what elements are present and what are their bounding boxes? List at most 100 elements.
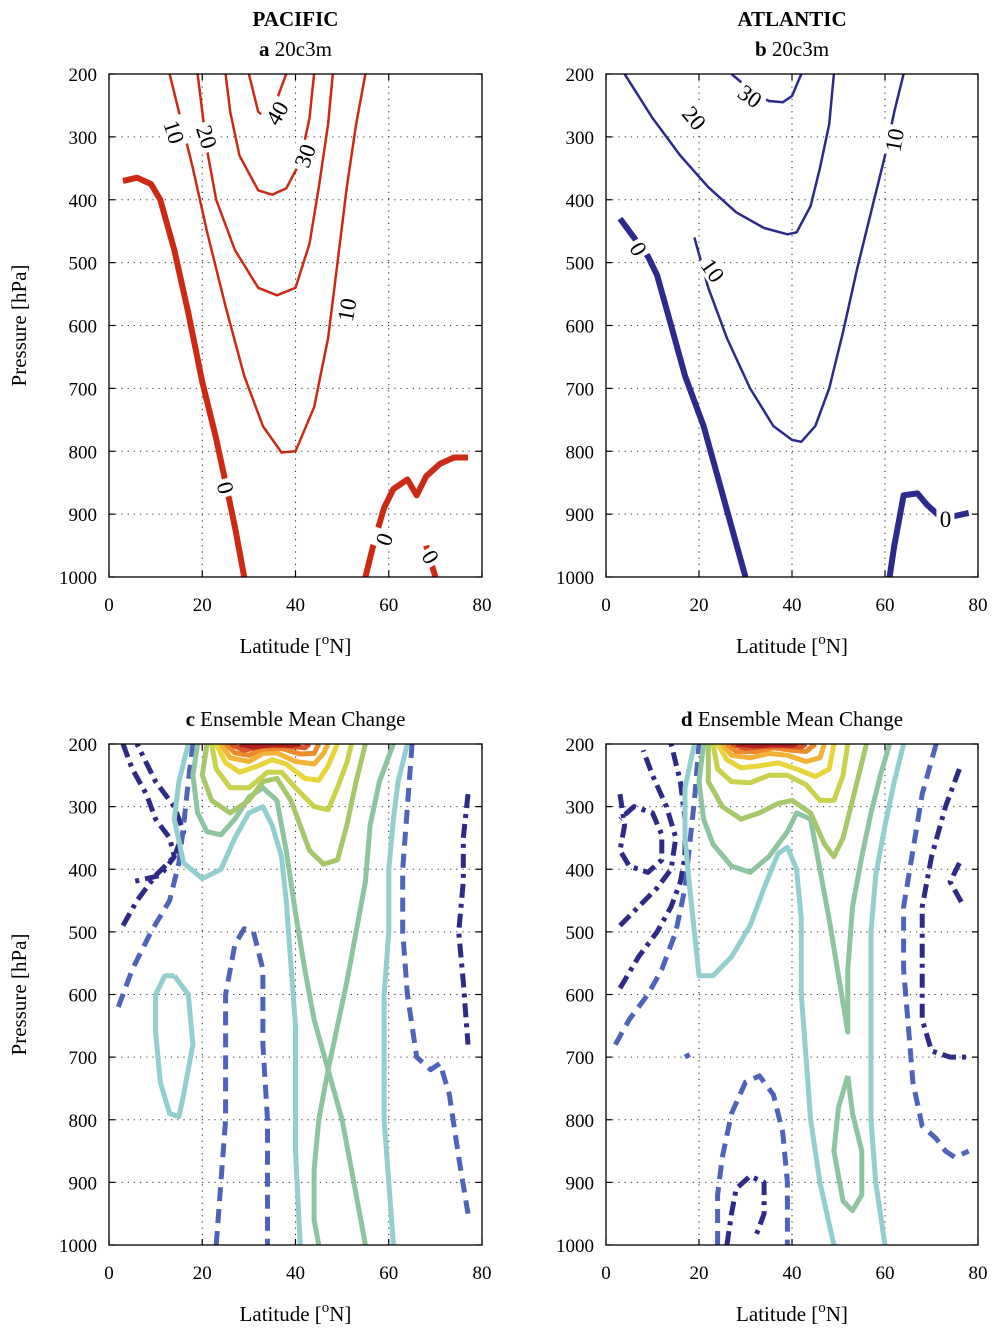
contour-label: 30 <box>731 76 770 114</box>
y-tick-label: 800 <box>566 442 595 463</box>
y-tick-label: 200 <box>69 735 98 756</box>
contour-label-halo <box>936 506 955 531</box>
x-tick-label: 20 <box>193 1263 212 1284</box>
contour-line-pos1 <box>868 744 907 1245</box>
contour-label: 20 <box>676 98 714 137</box>
x-axis-label: Latitude [oN] <box>240 1300 352 1326</box>
y-tick-label: 500 <box>566 923 595 944</box>
panel-letter: d <box>681 707 693 731</box>
contour-line-neg3 <box>617 744 688 990</box>
contour-line-pos1 <box>682 744 837 1245</box>
panel-subtitle-text: 20c3m <box>270 37 332 61</box>
x-tick-label: 0 <box>601 595 611 616</box>
x-tick-label: 80 <box>473 1263 492 1284</box>
contour-label-text: 40 <box>261 97 294 129</box>
x-axis-label-text: Latitude [ <box>240 634 322 658</box>
x-axis-label-text: Latitude [ <box>736 634 818 658</box>
y-tick-label: 800 <box>69 1111 98 1132</box>
panel-subtitle-text: Ensemble Mean Change <box>693 707 904 731</box>
contour-label: 10 <box>878 122 909 157</box>
contour-label-halo <box>331 292 361 327</box>
contour-line-pos2 <box>696 744 892 1035</box>
y-tick-label: 400 <box>69 191 98 212</box>
y-tick-label: 800 <box>69 442 98 463</box>
x-tick-label: 40 <box>783 1263 802 1284</box>
x-tick-label: 80 <box>473 595 492 616</box>
contour-line-pos6 <box>720 744 827 764</box>
contour-label-halo <box>191 118 224 155</box>
region-title: PACIFIC <box>253 7 339 31</box>
contour-label: 40 <box>258 93 294 132</box>
y-tick-label: 300 <box>69 128 98 149</box>
contour-label: 10 <box>331 292 362 327</box>
y-axis-label: Pressure [hPa] <box>7 934 31 1056</box>
y-tick-label: 1000 <box>59 568 97 589</box>
contour-line-pos3 <box>199 744 368 867</box>
y-tick-label: 600 <box>566 986 595 1007</box>
contour-line-neg2 <box>613 744 702 1046</box>
x-axis-label-sup: o <box>818 632 826 648</box>
x-axis-label-sup: o <box>322 632 330 648</box>
contour-line-20 <box>623 74 836 236</box>
y-tick-label: 500 <box>69 254 98 275</box>
panel-letter: b <box>755 37 767 61</box>
plot-frame <box>108 743 483 1246</box>
contour-line-pos5 <box>715 744 837 780</box>
contour-line-pos3 <box>705 744 869 860</box>
y-tick-label: 900 <box>566 1173 595 1194</box>
y-tick-label: 1000 <box>556 568 594 589</box>
contour-label: 0 <box>417 542 447 571</box>
contour-line-neg3 <box>456 793 471 1045</box>
contour-line-neg3 <box>120 744 177 885</box>
contour-line-30 <box>224 74 316 196</box>
y-tick-label: 700 <box>69 379 98 400</box>
panel-b: 0 20 40 60 802003004005006007008009001000203… <box>556 7 988 658</box>
panel-letter: a <box>259 37 270 61</box>
y-tick-label: 400 <box>566 860 595 881</box>
x-tick-label: 80 <box>969 1263 988 1284</box>
contour-label-halo <box>624 234 655 263</box>
x-axis-label-end: N] <box>329 634 351 658</box>
contour-line-pos1 <box>381 744 410 1245</box>
contour-lines <box>115 744 471 1245</box>
contour-label: 20 <box>191 118 224 155</box>
contour-label: 0 <box>368 526 398 552</box>
y-tick-label: 400 <box>69 860 98 881</box>
panel-letter: c <box>186 707 195 731</box>
panel-d: 0 20 40 60 80 200 300 400 500 600 700 800 900 1000 d E… <box>556 707 988 1326</box>
x-tick-label: 40 <box>783 595 802 616</box>
contour-line-pos1 <box>171 744 303 1245</box>
contour-line-pos1 <box>153 973 196 1120</box>
contour-line-pos6 <box>218 744 331 767</box>
contour-label: 0 <box>212 475 241 500</box>
x-tick-label: 0 <box>104 595 114 616</box>
x-axis-label-text: Latitude [ <box>240 1302 322 1326</box>
contour-line-pos2 <box>831 1075 865 1214</box>
y-tick-label: 700 <box>566 379 595 400</box>
y-tick-label: 700 <box>566 1048 595 1069</box>
contour-label-text: 0 <box>940 507 952 532</box>
x-axis-label-sup: o <box>818 1300 826 1316</box>
contour-line-neg3 <box>617 793 665 875</box>
y-tick-label: 1000 <box>556 1236 594 1257</box>
contour-label-halo <box>212 475 241 500</box>
contour-line-pos7 <box>223 744 322 758</box>
x-tick-label: 60 <box>876 1263 895 1284</box>
panel-subtitle-text: Ensemble Mean Change <box>195 707 406 731</box>
panel-subtitle: a 20c3m <box>259 37 332 61</box>
contour-line-neg3 <box>947 861 967 909</box>
x-tick-label: 40 <box>286 1263 305 1284</box>
y-tick-label: 700 <box>69 1048 98 1069</box>
contour-label-halo <box>368 526 398 552</box>
contour-label-text: 30 <box>733 80 766 114</box>
contour-label-halo <box>731 76 770 114</box>
y-tick-label: 900 <box>566 505 595 526</box>
contour-label-text: 20 <box>677 101 711 135</box>
x-tick-label: 60 <box>379 1263 398 1284</box>
contour-line-neg2 <box>115 744 196 1008</box>
y-tick-label: 900 <box>69 505 98 526</box>
y-tick-label: 200 <box>566 735 595 756</box>
x-axis-label: Latitude [oN] <box>240 632 352 658</box>
contour-line-pos2 <box>190 744 368 1245</box>
